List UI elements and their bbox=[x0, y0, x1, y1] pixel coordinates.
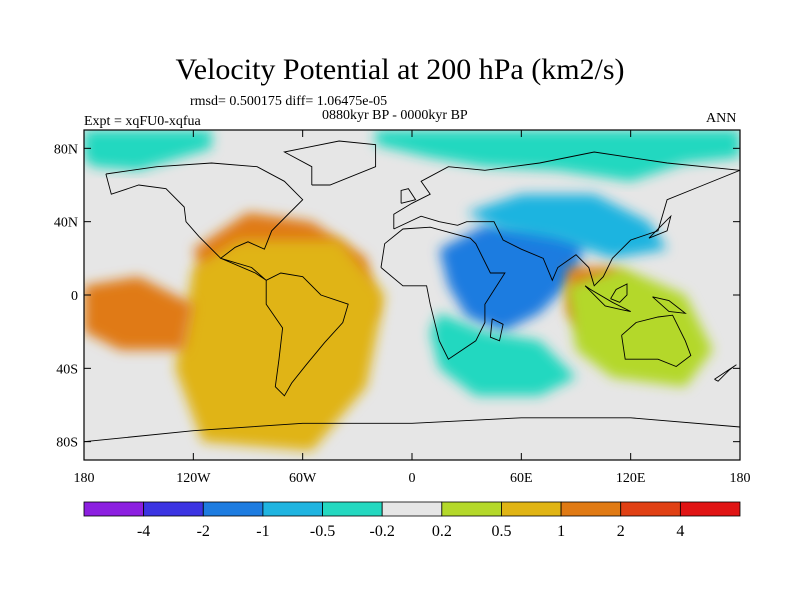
y-tick-label: 0 bbox=[71, 289, 78, 304]
colorbar-swatch bbox=[262, 501, 323, 517]
coast-new-guinea bbox=[652, 296, 687, 314]
anomaly-arctic-eurasia-band bbox=[375, 130, 740, 182]
coast-south-america bbox=[265, 272, 349, 397]
anomaly-asia-high bbox=[466, 194, 668, 259]
anomaly-north-pacific-patch bbox=[84, 130, 212, 171]
colorbar-swatch bbox=[381, 501, 443, 517]
colorbar-label: -2 bbox=[197, 523, 210, 540]
coast-eurasia bbox=[393, 151, 740, 287]
colorbar-swatch bbox=[560, 501, 622, 517]
coast-new-zealand bbox=[714, 364, 737, 382]
x-tick-label: 0 bbox=[409, 471, 416, 486]
y-tick-label: 80N bbox=[54, 142, 78, 157]
coast-antarctica bbox=[84, 417, 740, 443]
coast-japan bbox=[648, 214, 672, 239]
x-tick-label: 120E bbox=[616, 471, 646, 486]
coast-uk bbox=[400, 188, 417, 204]
anomaly-south-america-broad bbox=[175, 240, 385, 451]
x-tick-label: 180 bbox=[74, 471, 95, 486]
colorbar-label: -1 bbox=[256, 523, 269, 540]
y-axis: 80N 40N 0 40S 80S bbox=[54, 142, 740, 451]
period-label: 0880kyr BP - 0000kyr BP bbox=[322, 108, 468, 123]
colorbar-label: 0.2 bbox=[432, 523, 452, 540]
coast-north-america bbox=[105, 162, 304, 281]
anomaly-field bbox=[84, 130, 740, 451]
colorbar-swatch bbox=[322, 501, 383, 517]
colorbar-label: -0.2 bbox=[370, 523, 395, 540]
x-tick-label: 120W bbox=[176, 471, 211, 486]
colorbar-label: 4 bbox=[676, 523, 684, 540]
colorbar-label: -4 bbox=[137, 523, 150, 540]
colorbar-swatch bbox=[202, 501, 264, 517]
x-axis: 180 120W 60W 0 60E 120E 180 bbox=[74, 130, 751, 486]
colorbar-swatch bbox=[620, 501, 681, 517]
colorbar-swatch bbox=[143, 501, 204, 517]
x-tick-label: 60W bbox=[289, 471, 317, 486]
y-tick-label: 40S bbox=[56, 362, 78, 377]
colorbar-label: 1 bbox=[557, 523, 565, 540]
coast-borneo bbox=[610, 283, 628, 303]
colorbar-label: 2 bbox=[617, 523, 625, 540]
colorbar-swatch bbox=[83, 501, 145, 517]
colorbar: -4 -2 -1 -0.5 -0.2 0.2 0.5 1 2 4 bbox=[83, 501, 741, 540]
colorbar-label: 0.5 bbox=[491, 523, 511, 540]
season-label: ANN bbox=[706, 111, 737, 126]
stats-label: rmsd= 0.500175 diff= 1.06475e-05 bbox=[190, 94, 388, 109]
colorbar-swatch bbox=[441, 501, 502, 517]
chart-title: Velocity Potential at 200 hPa (km2/s) bbox=[175, 53, 625, 86]
x-tick-label: 180 bbox=[730, 471, 751, 486]
experiment-label: Expt = xqFU0-xqfua bbox=[84, 114, 201, 129]
x-tick-label: 60E bbox=[510, 471, 533, 486]
coast-madagascar bbox=[489, 318, 504, 342]
anomaly-south-indian-ocean bbox=[430, 313, 576, 396]
coast-australia bbox=[621, 314, 692, 368]
anomaly-east-pacific-high bbox=[84, 276, 194, 350]
colorbar-swatch bbox=[501, 501, 562, 517]
coast-greenland bbox=[283, 140, 377, 186]
colorbar-swatch bbox=[679, 501, 741, 517]
anomaly-india-africa-low bbox=[439, 221, 586, 332]
y-tick-label: 40N bbox=[54, 216, 78, 231]
colorbar-label: -0.5 bbox=[310, 523, 335, 540]
coast-indonesia bbox=[584, 285, 631, 312]
y-tick-label: 80S bbox=[56, 436, 78, 451]
coastlines bbox=[84, 140, 740, 443]
coast-africa bbox=[380, 226, 506, 360]
